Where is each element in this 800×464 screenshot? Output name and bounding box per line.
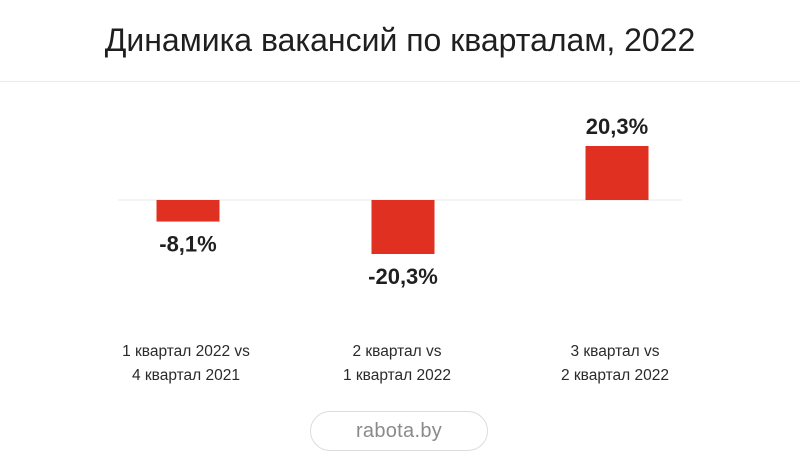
bar xyxy=(156,200,220,222)
category-label-line: 4 квартал 2021 xyxy=(131,367,241,384)
bar-value-label: -8,1% xyxy=(159,232,216,257)
chart-title: Динамика вакансий по кварталам, 2022 xyxy=(0,0,800,82)
category-label-line: 1 квартал 2022 vs xyxy=(122,343,250,360)
bar-value-label: 20,3% xyxy=(586,114,648,139)
category-label: 2 квартал vs 1 квартал 2022 xyxy=(287,340,507,388)
category-label: 3 квартал vs 2 квартал 2022 xyxy=(505,340,725,388)
bar-chart: -8,1% -20,3% 20,3% xyxy=(118,114,682,289)
category-label-line: 1 квартал 2022 xyxy=(342,367,452,384)
category-label-line: 2 квартал 2022 xyxy=(560,367,670,384)
bar xyxy=(585,146,649,200)
category-label-line: 3 квартал vs xyxy=(570,343,660,360)
category-label: 1 квартал 2022 vs 4 квартал 2021 xyxy=(76,340,296,388)
bar-value-label: -20,3% xyxy=(368,264,438,289)
bar xyxy=(371,200,435,254)
category-label-line: 2 квартал vs xyxy=(352,343,442,360)
source-badge[interactable]: rabota.by xyxy=(310,411,488,451)
